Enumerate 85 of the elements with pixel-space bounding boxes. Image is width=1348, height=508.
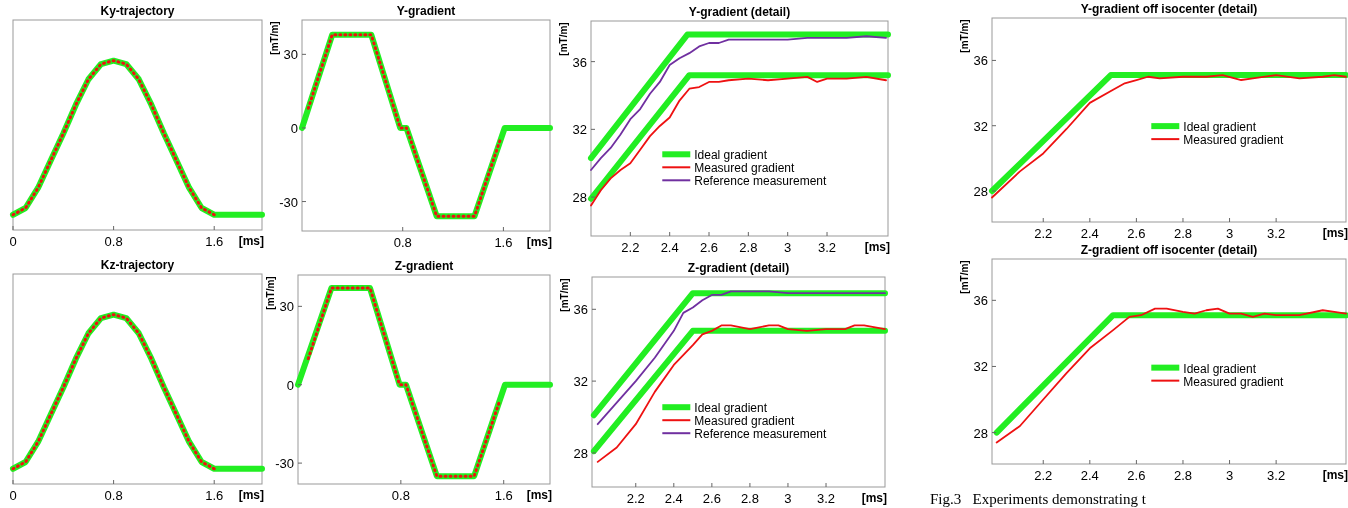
y-tick-label: 36	[973, 53, 988, 69]
x-tick-label: 2.8	[740, 491, 759, 506]
y-tick-label: -30	[279, 194, 298, 210]
x-axis-title: [ms]	[238, 234, 264, 248]
x-tick-label: 0.8	[104, 234, 123, 249]
y-tick-label: 32	[573, 374, 588, 390]
x-tick-label: 3	[784, 491, 792, 506]
x-axis-title: [ms]	[861, 491, 887, 505]
x-tick-label: 2.2	[1034, 468, 1053, 483]
legend-label: Reference measurement	[694, 427, 828, 442]
y-axis-title: [mT/m]	[559, 278, 570, 312]
y-tick-label: 36	[973, 293, 988, 309]
y-tick-label: 36	[572, 54, 587, 70]
x-tick-label: 2.8	[1173, 226, 1193, 241]
y-tick-label: -30	[275, 456, 294, 472]
x-tick-label: 3.2	[1267, 468, 1286, 483]
y-tick-label: 28	[973, 425, 988, 441]
y-tick-label: 36	[573, 302, 588, 318]
x-tick-label: 2.6	[699, 240, 719, 255]
x-tick-label: 0	[9, 234, 17, 249]
chart-title: Ky-trajectory	[100, 4, 175, 18]
legend-label: Ideal gradient	[1183, 361, 1257, 376]
chart-title: Z-gradient off isocenter (detail)	[1080, 243, 1258, 257]
chart-title: Y-gradient off isocenter (detail)	[1080, 2, 1258, 16]
y-tick-label: 28	[973, 183, 988, 199]
y-tick-label: 28	[573, 445, 588, 461]
x-tick-label: 3.2	[1267, 226, 1286, 241]
x-tick-label: 2.6	[1127, 226, 1146, 241]
x-tick-label: 3.2	[816, 491, 836, 506]
legend-label: Ideal gradient	[694, 148, 768, 163]
x-tick-label: 1.6	[205, 234, 224, 249]
y-tick-label: 0	[286, 377, 294, 393]
x-axis-title: [ms]	[864, 240, 890, 254]
chart-title: Kz-trajectory	[100, 258, 175, 272]
y-axis-title: [mT/m]	[959, 260, 970, 294]
y-axis-title: [mT/m]	[269, 21, 280, 55]
x-tick-label: 3	[784, 240, 792, 255]
x-tick-label: 3	[1225, 226, 1234, 241]
x-axis-title: [ms]	[1322, 468, 1348, 482]
y-tick-label: 0	[290, 120, 298, 136]
y-tick-label: 28	[572, 190, 587, 206]
x-tick-label: 2.6	[1127, 468, 1146, 483]
x-tick-label: 1.6	[494, 235, 513, 250]
x-tick-label: 2.2	[626, 491, 645, 506]
legend-label: Ideal gradient	[694, 401, 768, 416]
chart-title: Y-gradient	[396, 4, 456, 18]
x-tick-label: 3	[1225, 468, 1234, 483]
x-tick-label: 2.2	[621, 240, 640, 255]
x-tick-label: 0	[9, 488, 17, 503]
x-tick-label: 2.8	[739, 240, 758, 255]
legend-label: Ideal gradient	[1183, 120, 1257, 135]
x-tick-label: 1.6	[205, 488, 224, 503]
y-axis-title: [mT/m]	[959, 19, 970, 53]
x-tick-label: 2.4	[1080, 226, 1099, 241]
x-axis-title: [ms]	[238, 488, 264, 502]
x-tick-label: 1.6	[494, 488, 513, 503]
x-tick-label: 2.8	[1173, 468, 1193, 483]
x-tick-label: 3.2	[817, 240, 837, 255]
chart-title: Y-gradient (detail)	[688, 5, 791, 19]
legend-label: Measured gradient	[1183, 374, 1285, 389]
x-tick-label: 2.6	[702, 491, 721, 506]
x-tick-label: 0.8	[104, 488, 123, 503]
x-axis-title: [ms]	[526, 488, 552, 502]
x-tick-label: 2.4	[664, 491, 683, 506]
y-tick-label: 32	[973, 359, 988, 375]
legend-label: Measured gradient	[694, 161, 796, 176]
x-axis-title: [ms]	[526, 235, 552, 249]
caption: Fig.3 Experiments demonstrating t	[930, 491, 1147, 507]
y-axis-title: [mT/m]	[265, 276, 276, 310]
y-tick-label: 32	[973, 118, 988, 134]
x-tick-label: 0.8	[393, 235, 412, 250]
y-tick-label: 30	[279, 299, 294, 315]
legend-label: Reference measurement	[694, 174, 828, 189]
chart-title: Z-gradient (detail)	[687, 261, 790, 275]
legend-label: Measured gradient	[1183, 133, 1285, 148]
legend-label: Measured gradient	[694, 414, 796, 429]
x-tick-label: 2.4	[1080, 468, 1099, 483]
chart-title: Z-gradient	[394, 259, 454, 273]
x-tick-label: 2.2	[1034, 226, 1053, 241]
x-tick-label: 0.8	[391, 488, 410, 503]
y-axis-title: [mT/m]	[558, 22, 569, 56]
y-tick-label: 30	[283, 47, 298, 63]
x-axis-title: [ms]	[1322, 226, 1348, 240]
y-tick-label: 32	[572, 122, 587, 138]
x-tick-label: 2.4	[660, 240, 679, 255]
